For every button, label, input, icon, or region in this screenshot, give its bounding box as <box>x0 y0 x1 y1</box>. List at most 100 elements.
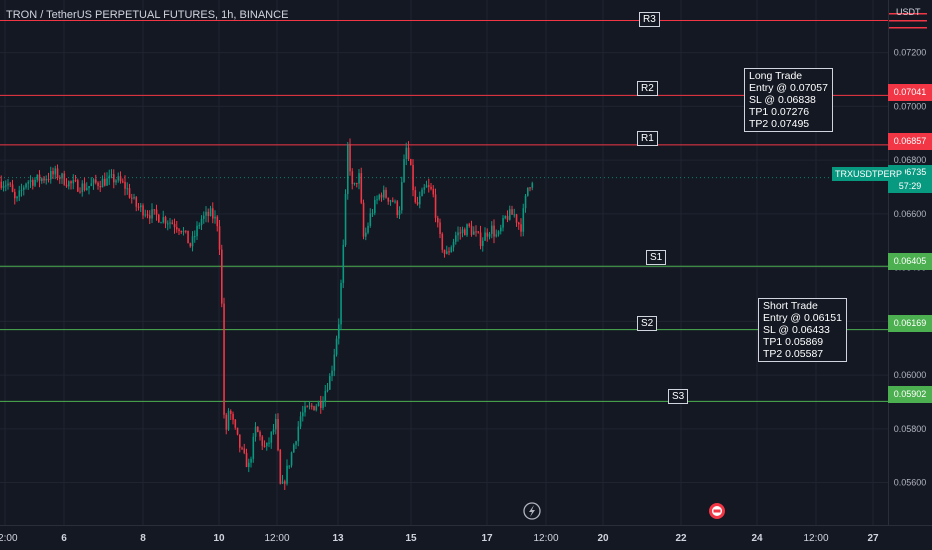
candle-body <box>2 186 5 188</box>
candle-body <box>185 230 187 232</box>
candle-body <box>254 426 257 437</box>
candle-body <box>191 236 194 247</box>
s2-label[interactable]: S2 <box>637 316 658 331</box>
candle-body <box>434 194 437 218</box>
short-trade-line: Entry @ 0.06151 <box>763 312 842 324</box>
candle-body <box>477 231 480 233</box>
r3-axis-marker <box>889 13 927 15</box>
r3-label[interactable]: R3 <box>639 12 660 27</box>
candle-body <box>286 465 288 484</box>
r2-label[interactable]: R2 <box>637 81 658 96</box>
candle-body <box>176 227 178 230</box>
candle-body <box>329 376 331 390</box>
x-tick-label: 12:00 <box>803 533 828 544</box>
candle-body <box>414 190 417 203</box>
chart-title: TRON / TetherUS PERPETUAL FUTURES, 1h, B… <box>6 9 289 21</box>
candle-body <box>315 406 318 411</box>
candle-body <box>250 458 252 463</box>
candle-body <box>351 171 354 185</box>
candle-body <box>137 206 140 208</box>
candle-body <box>464 229 466 236</box>
candle-body <box>7 183 9 186</box>
candle-body <box>5 185 7 187</box>
currency-label[interactable]: USDT <box>896 7 921 17</box>
candle-body <box>277 419 279 450</box>
candle-body <box>194 236 196 238</box>
candle-body <box>162 217 165 223</box>
candle-body <box>214 216 216 219</box>
candle-body <box>326 389 329 392</box>
candle-body <box>401 182 403 211</box>
long-trade-line: SL @ 0.06838 <box>749 94 816 106</box>
candle-body <box>338 324 340 339</box>
candle-body <box>47 179 50 181</box>
candle-body <box>425 185 428 188</box>
candle-body <box>243 448 246 453</box>
candle-body <box>428 185 430 187</box>
candle-body <box>144 214 147 216</box>
candle-body <box>504 215 507 219</box>
candle-body <box>266 442 268 447</box>
candle-body <box>29 180 32 183</box>
candle-body <box>178 229 180 231</box>
candle-body <box>293 444 295 453</box>
candle-body <box>63 173 66 185</box>
s3-label[interactable]: S3 <box>668 389 689 404</box>
candle-body <box>410 159 412 165</box>
candle-body <box>461 229 464 234</box>
candle-body <box>470 225 473 235</box>
candle-body <box>279 449 282 484</box>
countdown-tag: 57:29 <box>888 180 932 193</box>
candle-body <box>527 187 529 196</box>
candle-body <box>216 216 219 227</box>
y-tick-label: 0.06600 <box>894 209 927 219</box>
s1-label[interactable]: S1 <box>646 250 667 265</box>
candle-body <box>365 232 367 237</box>
candle-body <box>230 410 232 414</box>
candle-body <box>380 194 383 198</box>
candle-body <box>268 442 270 444</box>
long-trade-line: Entry @ 0.07057 <box>749 82 828 94</box>
candle-body <box>497 231 500 235</box>
long-trade-note[interactable]: Long Trade Entry @ 0.07057 SL @ 0.06838 … <box>744 68 833 132</box>
candle-body <box>281 481 284 484</box>
candle-body <box>450 247 453 253</box>
candle-body <box>488 233 491 237</box>
candle-body <box>108 175 111 179</box>
candle-body <box>92 179 95 184</box>
candle-body <box>340 282 342 325</box>
candle-body <box>167 223 169 225</box>
candle-body <box>20 189 23 191</box>
candle-body <box>221 249 223 304</box>
y-tick-label: 0.07000 <box>894 101 927 111</box>
candle-body <box>133 197 135 199</box>
candle-body <box>376 199 378 201</box>
candle-body <box>331 370 333 377</box>
candle-body <box>182 230 185 233</box>
candle-body <box>117 176 120 181</box>
candle-body <box>432 188 435 195</box>
candle-body <box>441 233 444 250</box>
candle-body <box>362 202 365 237</box>
candle-body <box>189 243 192 247</box>
candle-body <box>423 187 426 190</box>
candle-body <box>252 436 255 459</box>
short-trade-note[interactable]: Short Trade Entry @ 0.06151 SL @ 0.06433… <box>758 298 847 362</box>
r1-label[interactable]: R1 <box>637 131 658 146</box>
s2-price-tag: 0.06169 <box>888 315 932 332</box>
candle-body <box>356 182 358 184</box>
candle-body <box>383 189 385 198</box>
candle-body <box>347 144 349 194</box>
candle-body <box>482 240 484 247</box>
candle-body <box>72 180 75 184</box>
x-tick-label: 13 <box>332 533 344 544</box>
candle-body <box>308 405 311 407</box>
candle-body <box>385 189 387 198</box>
candle-body <box>500 227 502 232</box>
ticker-tag[interactable]: TRXUSDTPERP <box>832 167 906 181</box>
candle-body <box>446 251 448 254</box>
candle-body <box>131 197 133 199</box>
x-tick-label: 27 <box>867 533 879 544</box>
candle-body <box>90 183 93 186</box>
candle-body <box>149 215 151 219</box>
